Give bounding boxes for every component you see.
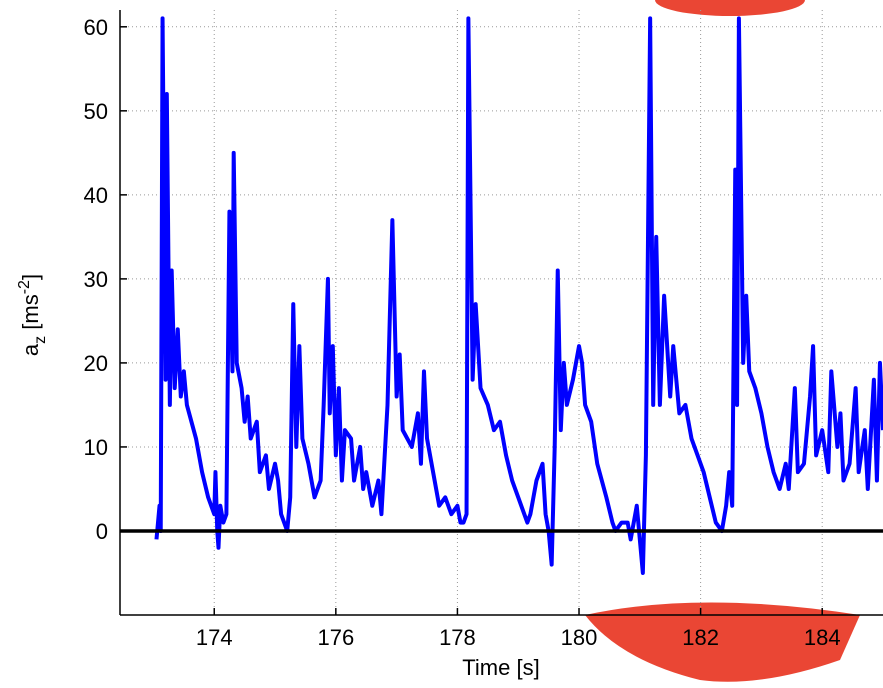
y-tick-label: 0 xyxy=(96,519,108,544)
background-decoration xyxy=(585,602,860,682)
y-tick-label: 50 xyxy=(84,99,108,124)
y-label-part: -2 xyxy=(16,280,33,294)
y-axis-label: az [ms-2] xyxy=(16,274,49,356)
y-tick-label: 60 xyxy=(84,15,108,40)
plot-area xyxy=(120,16,883,575)
data-line xyxy=(154,16,883,575)
axes: 174 176 178 180 182 184 0 10 20 30 40 50 60 xyxy=(84,10,883,650)
x-tick-label: 174 xyxy=(196,625,233,650)
y-label-part: z xyxy=(32,336,49,344)
y-tick-label: 10 xyxy=(84,435,108,460)
x-axis-label: Time [s] xyxy=(462,655,539,680)
y-label-part: ] xyxy=(18,274,43,280)
y-label-part: a xyxy=(18,343,43,356)
x-tick-label: 182 xyxy=(682,625,719,650)
y-tick-label: 20 xyxy=(84,351,108,376)
background-decoration xyxy=(655,0,805,16)
x-tick-label: 178 xyxy=(439,625,476,650)
x-tick-label: 180 xyxy=(561,625,598,650)
x-tick-label: 176 xyxy=(317,625,354,650)
x-tick-label: 184 xyxy=(804,625,841,650)
y-tick-label: 30 xyxy=(84,267,108,292)
y-label-part: [ms xyxy=(18,294,43,336)
y-tick-label: 40 xyxy=(84,183,108,208)
